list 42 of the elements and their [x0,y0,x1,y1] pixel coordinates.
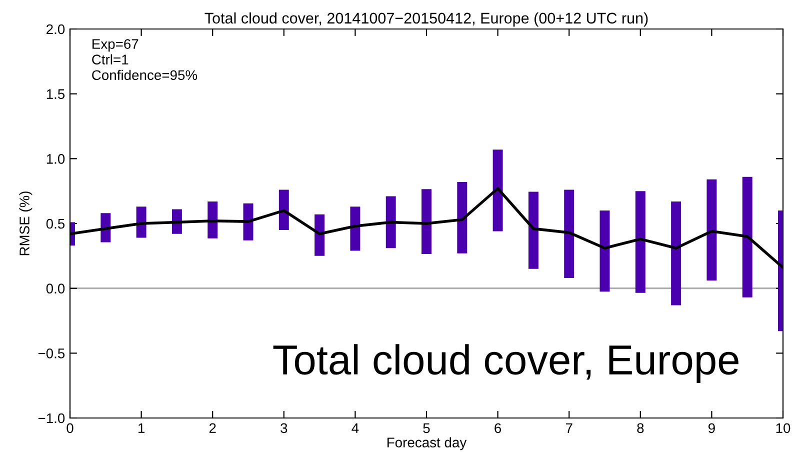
y-tick-label: −0.5 [38,348,65,358]
annotation: Total cloud cover, Europe [273,344,738,383]
bar [350,206,360,251]
y-tick-label: 2.0 [46,24,65,34]
x-tick-label: 1 [138,423,144,433]
bar [136,206,146,238]
y-tick-label: 0.5 [46,218,65,229]
y-tick-label: −1.0 [38,413,65,424]
bar [742,176,752,298]
annotation: Ctrl=1 [92,54,128,64]
bar [386,196,396,248]
annotation: Exp=67 [92,39,138,52]
x-axis-title: Forecast day [388,437,467,450]
bar [492,150,503,232]
chart-title: Total cloud cover, 20141007−20150412, Europe (00+12 UTC run) [204,12,648,27]
bar [457,182,468,254]
annotation: Confidence=95% [92,70,198,80]
bar [564,190,574,278]
bar [635,191,646,293]
x-tick-label: 3 [280,423,288,434]
bar [100,213,111,242]
x-tick-label: 10 [776,423,790,434]
bar [422,189,432,254]
bar [314,214,325,256]
x-tick-label: 5 [423,423,430,434]
x-tick-label: 8 [637,423,644,434]
x-tick-label: 9 [708,423,715,434]
bar [706,179,717,281]
y-axis-title: RMSE (%) [19,192,32,256]
x-tick-label: 6 [494,423,502,434]
bar [600,210,610,292]
bar [528,192,538,269]
x-tick-label: 0 [66,423,74,434]
bar [671,201,682,306]
y-tick-label: 1.0 [46,154,65,164]
x-tick-label: 7 [566,423,572,433]
x-tick-label: 2 [209,423,216,433]
bar [278,190,289,230]
bar [208,201,218,238]
y-tick-label: 0.0 [46,284,65,294]
x-tick-label: 4 [352,423,359,433]
y-tick-label: 1.5 [46,89,65,100]
